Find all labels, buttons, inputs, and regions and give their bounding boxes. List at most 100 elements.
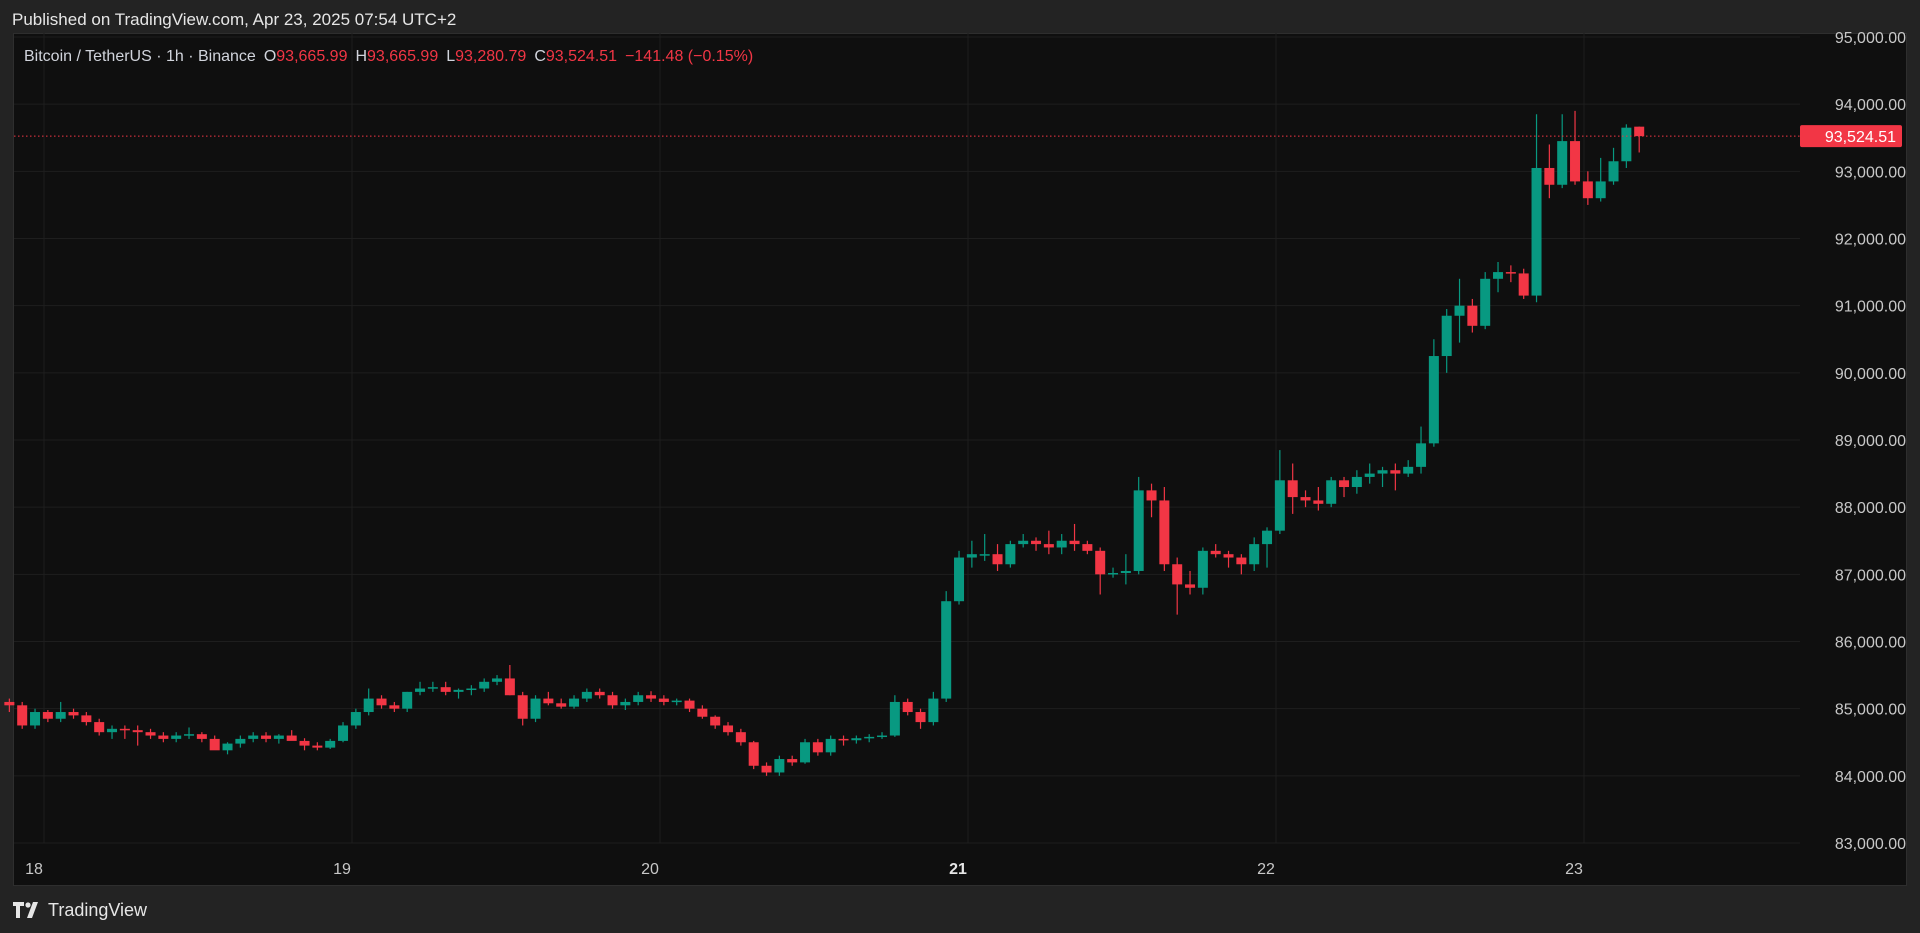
close-value: 93,524.51 (545, 48, 618, 65)
candle (325, 738, 336, 749)
y-tick-label: 86,000.00 (1835, 635, 1906, 652)
candle (607, 691, 618, 709)
y-tick-label: 90,000.00 (1835, 366, 1906, 383)
candle (55, 701, 66, 723)
candle (761, 762, 772, 776)
candle (1480, 272, 1491, 330)
candle-body (1570, 141, 1581, 182)
candle (581, 688, 592, 702)
candle-body (889, 701, 900, 736)
candle-body (363, 698, 374, 713)
candle (415, 681, 426, 696)
candle (1634, 126, 1645, 153)
candle-body (812, 742, 823, 753)
candle-body (4, 701, 15, 706)
candle-body (620, 701, 631, 706)
candle-body (774, 759, 785, 773)
candle (979, 534, 990, 561)
candle (466, 685, 477, 696)
candle (1120, 554, 1131, 585)
candle (504, 665, 515, 696)
candle (1493, 262, 1504, 293)
candle (697, 705, 708, 719)
candle-body (671, 700, 682, 703)
low-value: 93,280.79 (455, 48, 527, 65)
candle (1326, 476, 1337, 508)
candle (1197, 547, 1208, 595)
candle (902, 698, 913, 716)
candle (1069, 523, 1080, 551)
candle-body (915, 712, 926, 723)
candlestick-chart[interactable]: 95,000.00 94,000.00 93,000.00 92,000.00 91,0… (0, 0, 1920, 885)
candle-body (299, 740, 310, 746)
candle-body (1236, 557, 1247, 565)
candle-body (1608, 161, 1619, 182)
candle-body (787, 759, 798, 763)
candle-body (1249, 544, 1260, 565)
candle (1095, 547, 1106, 595)
candle (261, 732, 272, 743)
candle (479, 678, 490, 692)
candle (402, 691, 413, 713)
candle (453, 688, 464, 699)
candle-body (1467, 305, 1478, 326)
candle (1210, 544, 1221, 558)
candle (1505, 265, 1516, 283)
candle (1595, 157, 1606, 202)
candle (1159, 487, 1170, 571)
candle-body (735, 732, 746, 743)
candle (1313, 487, 1324, 511)
candle (1416, 426, 1427, 474)
candle-body (145, 732, 156, 736)
candle (1390, 463, 1401, 491)
candle-body (17, 705, 28, 726)
candle (941, 591, 952, 702)
tradingview-logo[interactable]: TradingView (13, 898, 147, 922)
candle-body (1634, 126, 1645, 137)
candle-body (504, 678, 515, 696)
candle-body (273, 735, 284, 739)
candle-body (1313, 500, 1324, 504)
candle (748, 740, 759, 770)
candle (1518, 268, 1529, 299)
candle (684, 698, 695, 713)
candle-body (68, 712, 79, 716)
open-value: 93,665.99 (276, 48, 348, 65)
candle (1364, 463, 1375, 484)
candle-body (171, 735, 182, 739)
candle-body (1223, 554, 1234, 558)
candle (235, 735, 246, 748)
candle-body (658, 698, 669, 702)
candle (735, 728, 746, 746)
y-tick-label: 84,000.00 (1835, 769, 1906, 786)
candle (1082, 540, 1093, 555)
candle-body (1146, 490, 1157, 501)
candle-body (1300, 497, 1311, 501)
candle (273, 734, 284, 744)
candle (81, 712, 92, 726)
candle-body (338, 725, 349, 741)
candle (1005, 540, 1016, 568)
candle (1108, 567, 1119, 578)
candle-body (543, 698, 554, 704)
candle (774, 755, 785, 776)
candle-body (1339, 480, 1350, 488)
y-tick-label: 95,000.00 (1835, 30, 1906, 47)
symbol-legend: Bitcoin / TetherUS · 1h · Binance O93,665… (24, 48, 753, 66)
candle-body (1005, 544, 1016, 565)
candle-body (646, 695, 657, 699)
candle-body (1287, 480, 1298, 498)
x-tick-label: 22 (1257, 861, 1275, 878)
candle (209, 735, 220, 751)
time-axis: 18 19 20 21 22 23 (25, 861, 1583, 878)
candle-body (1518, 273, 1529, 296)
symbol-info[interactable]: Bitcoin / TetherUS · 1h · Binance (24, 48, 256, 65)
y-tick-label: 92,000.00 (1835, 232, 1906, 249)
candle (132, 725, 143, 746)
candle (389, 701, 400, 713)
candle-body (1454, 305, 1465, 316)
candle-body (979, 554, 990, 556)
candle (915, 708, 926, 729)
y-tick-label: 83,000.00 (1835, 836, 1906, 853)
candle-body (825, 738, 836, 753)
